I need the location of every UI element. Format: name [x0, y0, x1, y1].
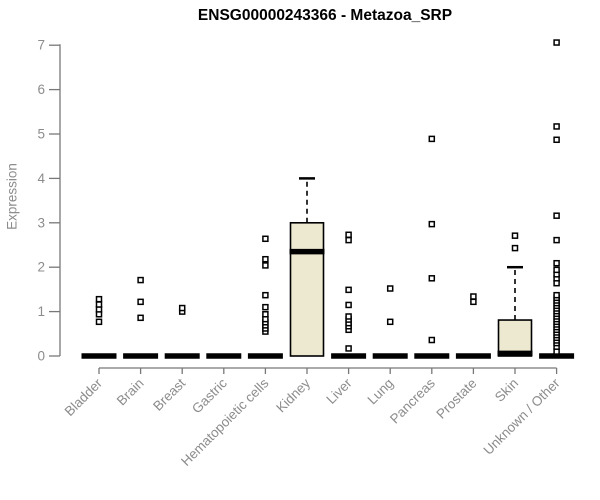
- x-tick-label: Skin: [492, 376, 521, 405]
- outlier-point-unknown-other: [553, 266, 560, 274]
- x-tick-label: Unknown / Other: [480, 375, 563, 458]
- outlier-point-unknown-other: [553, 212, 560, 219]
- outlier-point-hematopoietic-cells: [262, 303, 269, 311]
- outlier-point-lung: [386, 285, 394, 292]
- x-tick-label: Liver: [323, 375, 355, 407]
- y-tick-label: 4: [37, 171, 45, 186]
- y-tick-label: 0: [37, 349, 45, 364]
- outlier-point-hematopoietic-cells: [262, 235, 269, 243]
- outlier-point-pancreas: [428, 275, 436, 282]
- outlier-point-hematopoietic-cells: [262, 311, 269, 318]
- outlier-point-lung: [386, 318, 394, 326]
- x-tick-label: Prostate: [433, 376, 479, 422]
- y-tick-label: 7: [37, 38, 45, 53]
- outlier-point-unknown-other: [553, 123, 560, 130]
- outlier-point-liver: [345, 236, 352, 244]
- outlier-point-unknown-other: [553, 236, 560, 244]
- x-tick-label: Brain: [114, 376, 147, 409]
- outlier-point-liver: [345, 345, 352, 352]
- y-tick-label: 5: [37, 127, 45, 142]
- outlier-point-skin: [511, 244, 519, 252]
- x-tick-label: Bladder: [62, 375, 106, 419]
- outlier-point-hematopoietic-cells: [262, 291, 269, 299]
- y-tick-label: 1: [37, 304, 45, 319]
- x-tick-label: Kidney: [273, 375, 313, 415]
- outlier-point-liver: [345, 301, 352, 309]
- x-tick-label: Breast: [150, 375, 188, 413]
- outlier-point-bladder: [95, 295, 103, 303]
- outlier-point-hematopoietic-cells: [262, 255, 269, 263]
- outlier-point-liver: [345, 313, 352, 320]
- outlier-point-liver: [345, 286, 352, 294]
- x-tick-label: Pancreas: [387, 375, 438, 426]
- y-tick-label: 2: [37, 260, 45, 275]
- outlier-point-brain: [137, 276, 144, 284]
- outlier-point-unknown-other: [553, 136, 560, 144]
- outlier-point-unknown-other: [553, 259, 560, 267]
- x-tick-label: Gastric: [189, 375, 230, 416]
- outlier-point-bladder: [95, 301, 103, 308]
- outlier-point-skin: [511, 232, 519, 239]
- outlier-point-unknown-other: [553, 39, 560, 46]
- y-tick-label: 6: [37, 82, 45, 97]
- outlier-point-prostate: [470, 293, 477, 300]
- outlier-point-liver: [345, 231, 352, 239]
- outlier-point-breast: [178, 304, 186, 312]
- box-skin: [497, 319, 533, 357]
- y-tick-label: 3: [37, 215, 45, 230]
- outlier-point-pancreas: [428, 336, 436, 344]
- chart-title: ENSG00000243366 - Metazoa_SRP: [197, 7, 453, 24]
- outlier-point-brain: [137, 298, 144, 306]
- outlier-point-unknown-other: [553, 291, 560, 299]
- box-kidney: [289, 222, 325, 357]
- outlier-point-pancreas: [428, 220, 436, 228]
- outlier-point-bladder: [95, 318, 103, 326]
- outlier-point-pancreas: [428, 135, 436, 143]
- x-tick-label: Lung: [364, 376, 396, 408]
- outlier-point-prostate: [470, 298, 477, 306]
- outlier-point-hematopoietic-cells: [262, 262, 269, 269]
- outlier-point-brain: [137, 314, 144, 322]
